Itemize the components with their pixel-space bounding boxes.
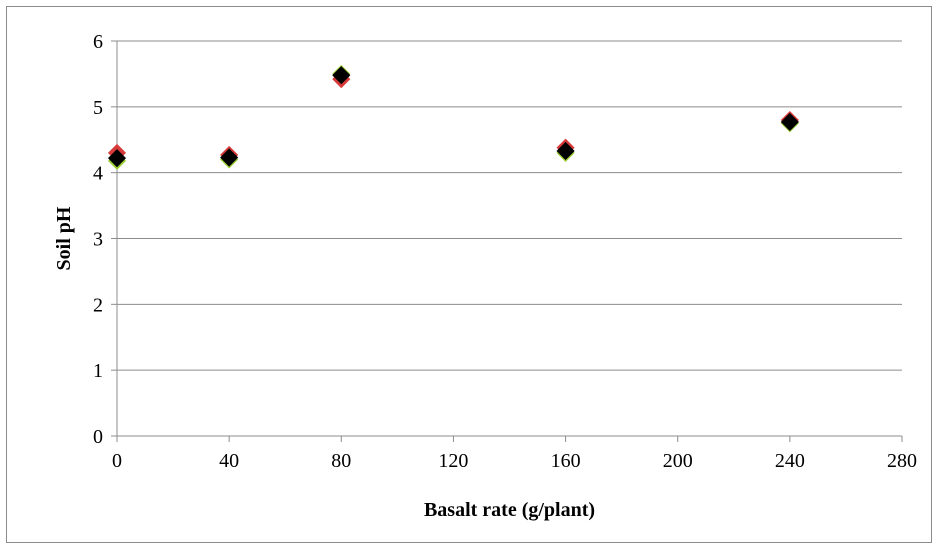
x-tick-label: 200 [663,450,693,472]
series-3-point [332,66,351,85]
x-tick-label: 240 [775,450,805,472]
y-tick-label: 4 [93,163,103,185]
y-tick-label: 3 [93,229,103,251]
y-axis-title: Soil pH [53,206,75,270]
x-tick-label: 0 [112,450,122,472]
y-tick-label: 1 [93,360,103,382]
axes [111,40,903,442]
series-3-point [220,148,239,167]
x-tick-label: 80 [331,450,351,472]
x-tick-label: 160 [551,450,581,472]
series-3-point [107,149,127,168]
y-tick-label: 2 [93,294,103,316]
y-tick-label: 0 [93,426,103,448]
y-tick-label: 5 [93,97,103,119]
data-points [107,64,799,170]
series-3-point [556,141,575,161]
y-tick-label: 6 [93,31,103,53]
x-tick-label: 120 [438,450,468,472]
x-tick-label: 40 [219,450,239,472]
x-axis-title: Basalt rate (g/plant) [424,499,595,521]
tick-labels: 0 1 2 3 4 5 6 0 40 80 120 160 200 240 280 [93,31,917,472]
series-3-point [780,112,799,132]
x-tick-label: 280 [887,450,917,472]
chart-frame [6,6,932,543]
gridlines [117,40,902,371]
